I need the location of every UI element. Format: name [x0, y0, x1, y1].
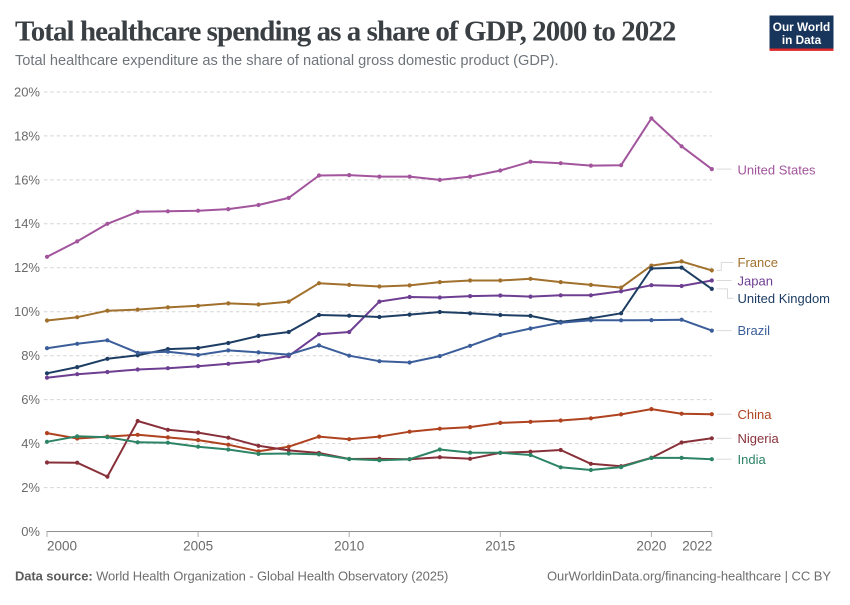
svg-text:in Data: in Data	[782, 33, 822, 47]
svg-text:Nigeria: Nigeria	[738, 431, 780, 446]
svg-text:2010: 2010	[334, 539, 364, 554]
svg-text:OurWorldinData.org/financing-h: OurWorldinData.org/financing-healthcare …	[547, 569, 831, 584]
svg-text:Data source: World Health Orga: Data source: World Health Organization -…	[15, 569, 448, 584]
svg-text:France: France	[738, 255, 778, 270]
svg-text:2%: 2%	[21, 480, 40, 495]
svg-text:India: India	[738, 452, 767, 467]
svg-text:Brazil: Brazil	[738, 323, 771, 338]
svg-text:2005: 2005	[183, 539, 213, 554]
svg-text:2020: 2020	[636, 539, 666, 554]
svg-text:Total healthcare expenditure a: Total healthcare expenditure as the shar…	[15, 53, 559, 69]
svg-text:8%: 8%	[21, 348, 40, 363]
svg-text:2000: 2000	[47, 539, 77, 554]
svg-text:16%: 16%	[14, 172, 40, 187]
svg-text:14%: 14%	[14, 216, 40, 231]
svg-text:United Kingdom: United Kingdom	[738, 291, 831, 306]
svg-text:6%: 6%	[21, 392, 40, 407]
svg-text:Our World: Our World	[773, 20, 830, 34]
svg-text:Total healthcare spending as a: Total healthcare spending as a share of …	[15, 16, 676, 48]
svg-text:20%: 20%	[14, 84, 40, 99]
svg-text:2015: 2015	[485, 539, 515, 554]
svg-text:United States: United States	[738, 163, 817, 178]
svg-text:2022: 2022	[682, 539, 712, 554]
svg-text:0%: 0%	[21, 524, 40, 539]
svg-text:Japan: Japan	[738, 273, 773, 288]
svg-text:18%: 18%	[14, 128, 40, 143]
svg-text:10%: 10%	[14, 304, 40, 319]
svg-text:4%: 4%	[21, 436, 40, 451]
svg-text:12%: 12%	[14, 260, 40, 275]
svg-text:China: China	[738, 407, 773, 422]
